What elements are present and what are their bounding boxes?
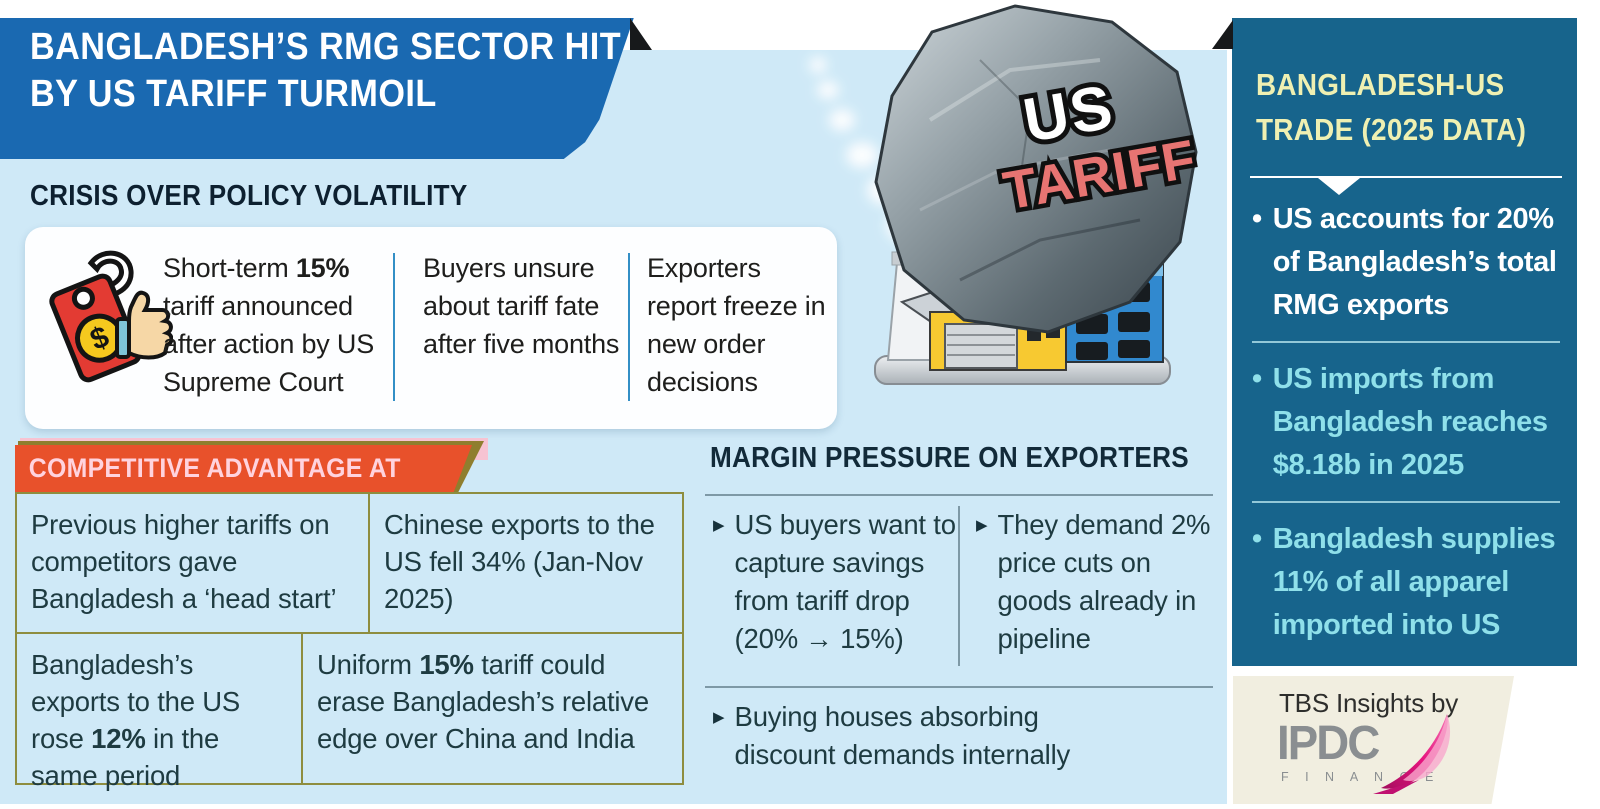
triangle-bullet-icon: ▶ (976, 517, 988, 534)
crisis-card: $ Short-term 15% tariff announced after … (25, 227, 837, 429)
crisis-item-3: Exporters report freeze in new order dec… (647, 253, 826, 397)
card-divider (393, 253, 395, 401)
horizontal-rule (705, 686, 1213, 688)
sidebar-bullet-2: • US imports from Bangladesh reaches $8.… (1252, 358, 1567, 487)
competitive-section-heading: COMPETITIVE ADVANTAGE AT RISK (28, 453, 401, 483)
ipdc-logo: IPDC (1277, 717, 1380, 770)
competitive-cell-4-bold: 15% (419, 649, 474, 680)
sidebar-title: BANGLADESH-US TRADE (2025 DATA) (1256, 62, 1562, 152)
crisis-item-2: Buyers unsure about tariff fate after fi… (423, 253, 620, 359)
competitive-cell-4: Uniform 15% tariff could erase Banglades… (301, 632, 684, 785)
margin-pressure-item-3: ▶ Buying houses absorbing discount deman… (713, 698, 1133, 774)
sidebar-divider-line (1250, 176, 1562, 178)
sidebar-bullet-1: • US accounts for 20% of Bangladesh’s to… (1252, 198, 1567, 327)
ipdc-logo-swoosh-icon (1363, 676, 1473, 804)
down-arrow-icon (1318, 178, 1360, 195)
competitive-table-row: Previous higher tariffs on competitors g… (15, 492, 684, 634)
horizontal-rule (705, 494, 1213, 496)
title-ribbon (0, 18, 634, 159)
bullet-dot-icon: • (1252, 203, 1262, 235)
competitive-cell-3-text: in the same period (31, 723, 220, 791)
margin-pressure-item-1: ▶ US buyers want to capture savings from… (713, 506, 958, 658)
sidebar-bullet-3-text: Bangladesh supplies 11% of all apparel i… (1272, 523, 1556, 641)
tariff-rock (874, 4, 1198, 334)
margin-pressure-item-3-text: Buying houses absorbing discount demands… (734, 701, 1071, 770)
margin-pressure-item-2: ▶ They demand 2% price cuts on goods alr… (976, 506, 1216, 658)
bullet-dot-icon: • (1252, 523, 1262, 555)
page-title: BANGLADESH’S RMG SECTOR HIT BY US TARIFF… (30, 24, 678, 118)
sidebar-fold-triangle (1212, 20, 1233, 49)
credit-text: TBS Insights by (1279, 688, 1459, 718)
triangle-bullet-icon: ▶ (713, 709, 725, 726)
vertical-divider (958, 506, 960, 666)
margin-pressure-item-1-text: US buyers want to capture savings from t… (734, 509, 956, 654)
credit-box: TBS Insights by IPDC F I N A N C E (1233, 676, 1514, 804)
competitive-cell-3-bold: 12% (91, 723, 146, 754)
competitive-table-row: Bangladesh’s exports to the US rose 12% … (15, 632, 684, 791)
card-divider (628, 253, 630, 401)
competitive-cell-3-text: Bangladesh’s exports to the US rose (31, 649, 241, 754)
sidebar-bullet-1-text: US accounts for 20% of Bangladesh’s tota… (1272, 203, 1557, 321)
crisis-item-1-text: tariff announced after action by US Supr… (163, 291, 375, 397)
triangle-bullet-icon: ▶ (713, 517, 725, 534)
price-tag-thumbs-up-icon: $ (33, 245, 174, 415)
sidebar-separator (1252, 341, 1560, 343)
margin-pressure-heading: MARGIN PRESSURE ON EXPORTERS (710, 442, 1189, 474)
crisis-item-1-bold: 15% (295, 253, 350, 283)
competitive-cell-3: Bangladesh’s exports to the US rose 12% … (15, 632, 303, 791)
page-title-line1: BANGLADESH’S RMG SECTOR HIT (30, 26, 622, 68)
sidebar-separator (1252, 501, 1560, 503)
competitive-cell-4-text: tariff could erase Bangladesh’s relative… (317, 649, 649, 754)
sidebar-title-line1: BANGLADESH-US (1256, 67, 1505, 102)
competitive-cell-1: Previous higher tariffs on competitors g… (15, 492, 370, 634)
sidebar-title-line2: TRADE (2025 DATA) (1256, 112, 1527, 147)
crisis-section-heading: CRISIS OVER POLICY VOLATILITY (30, 180, 468, 212)
us-tariff-rock-crushing-factory-illustration: US TARIFF (780, 0, 1210, 425)
bullet-dot-icon: • (1252, 363, 1262, 395)
competitive-cell-4-text: Uniform (317, 649, 420, 680)
competitive-section-banner: COMPETITIVE ADVANTAGE AT RISK (15, 445, 472, 492)
crisis-item-1-text: Short-term (163, 253, 296, 283)
sidebar-bullet-2-text: US imports from Bangladesh reaches $8.18… (1272, 363, 1548, 481)
sidebar-bullet-3: • Bangladesh supplies 11% of all apparel… (1252, 518, 1567, 647)
competitive-cell-2: Chinese exports to the US fell 34% (Jan-… (368, 492, 684, 634)
page-title-line2: BY US TARIFF TURMOIL (30, 73, 437, 115)
margin-pressure-item-2-text: They demand 2% price cuts on goods alrea… (997, 509, 1211, 654)
crisis-item-1: Short-term 15% tariff announced after ac… (163, 249, 391, 401)
